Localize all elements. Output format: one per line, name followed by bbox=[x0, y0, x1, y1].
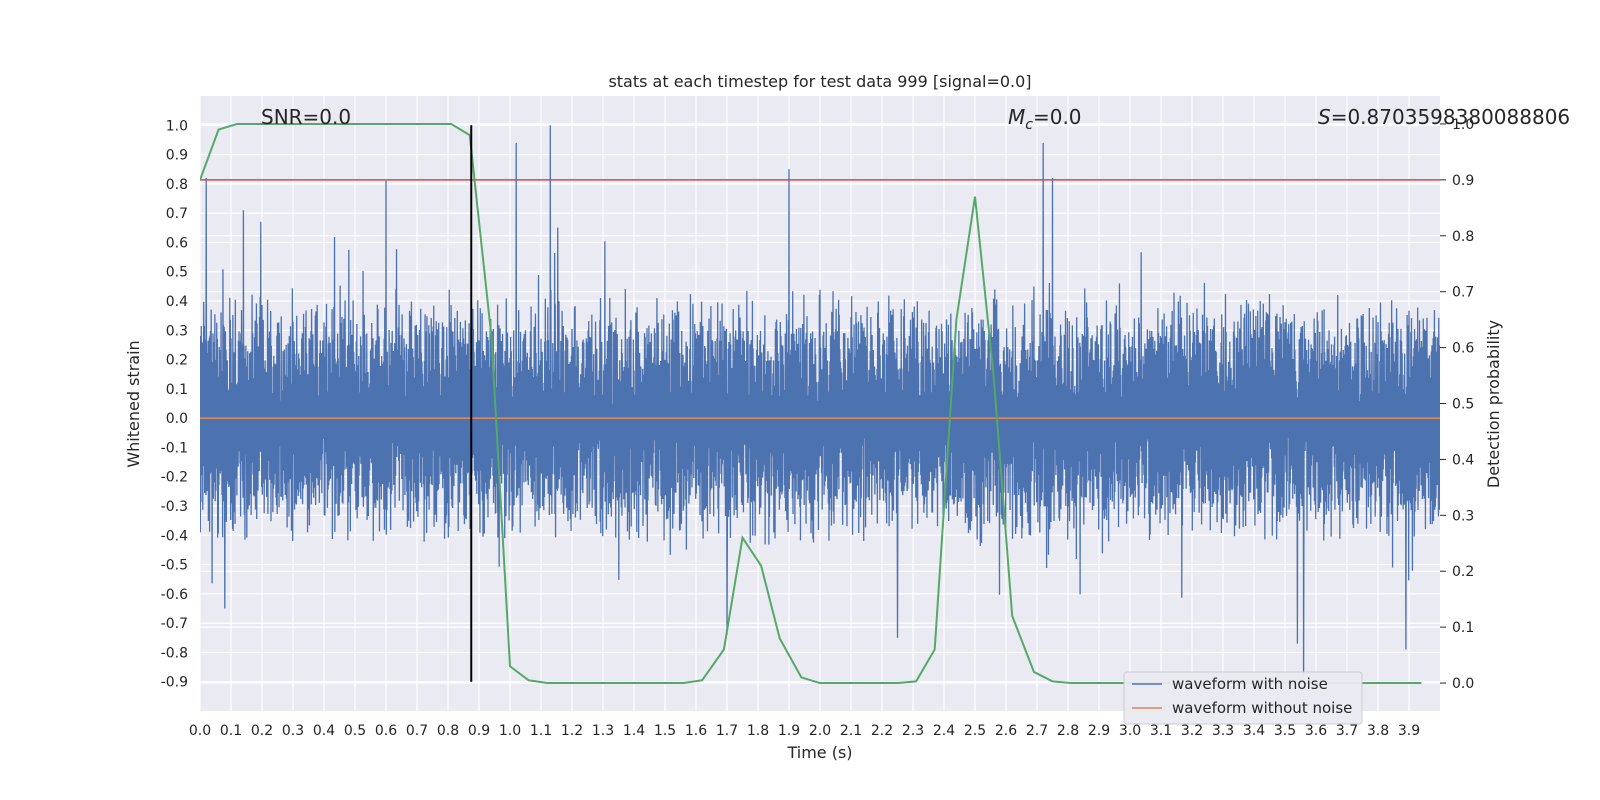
x-tick-label: 2.8 bbox=[1057, 723, 1079, 739]
y-right-tick-label: 0.7 bbox=[1452, 285, 1474, 301]
y-tick-label: 0.1 bbox=[166, 382, 188, 398]
legend-label-waveform-with-noise: waveform with noise bbox=[1172, 675, 1328, 693]
y-right-tick-label: 0.1 bbox=[1452, 620, 1474, 636]
y-tick-label: 0.6 bbox=[166, 235, 188, 251]
x-tick-label: 1.1 bbox=[530, 723, 552, 739]
x-tick-label: 0.4 bbox=[313, 723, 335, 739]
x-tick-label: 2.9 bbox=[1088, 723, 1110, 739]
x-tick-label: 3.3 bbox=[1212, 723, 1234, 739]
x-tick-label: 3.7 bbox=[1336, 723, 1358, 739]
x-tick-label: 3.6 bbox=[1305, 723, 1327, 739]
y-right-tick-label: 0.9 bbox=[1452, 173, 1474, 189]
x-tick-label: 0.8 bbox=[437, 723, 459, 739]
x-tick-label: 3.1 bbox=[1150, 723, 1172, 739]
x-tick-label: 1.3 bbox=[592, 723, 614, 739]
y-tick-label: -0.7 bbox=[161, 616, 188, 632]
y-tick-label: -0.1 bbox=[161, 440, 188, 456]
y-right-tick-label: 0.8 bbox=[1452, 229, 1474, 245]
y-tick-label: 0.3 bbox=[166, 323, 188, 339]
x-tick-label: 3.9 bbox=[1398, 723, 1420, 739]
y-tick-label: 0.5 bbox=[166, 265, 188, 281]
y-tick-label: -0.8 bbox=[161, 645, 188, 661]
x-tick-label: 2.7 bbox=[1026, 723, 1048, 739]
x-axis: 0.0 0.1 0.2 0.3 0.4 0.5 0.6 0.7 0.8 0.9 1.0 1.1 1.2 1… bbox=[189, 723, 1420, 739]
mc-value: =0.0 bbox=[1033, 105, 1082, 129]
y-tick-label: 0.4 bbox=[166, 294, 188, 310]
x-tick-label: 1.6 bbox=[685, 723, 707, 739]
y-tick-label: -0.4 bbox=[161, 528, 188, 544]
y-tick-label: 0.0 bbox=[166, 411, 188, 427]
y-right-tick-label: 0.2 bbox=[1452, 564, 1474, 580]
y-tick-label: 1.0 bbox=[166, 118, 188, 134]
mc-annotation: Mc=0.0 bbox=[1008, 105, 1082, 133]
x-tick-label: 3.5 bbox=[1274, 723, 1296, 739]
x-tick-label: 2.4 bbox=[933, 723, 955, 739]
y-right-tick-label: 1.0 bbox=[1452, 117, 1474, 133]
y-tick-label: -0.5 bbox=[161, 558, 188, 574]
x-tick-label: 3.2 bbox=[1181, 723, 1203, 739]
x-tick-label: 2.0 bbox=[809, 723, 831, 739]
x-tick-label: 2.6 bbox=[995, 723, 1017, 739]
x-axis-label: Time (s) bbox=[786, 743, 852, 762]
x-tick-label: 0.3 bbox=[282, 723, 304, 739]
x-tick-label: 3.0 bbox=[1119, 723, 1141, 739]
y-tick-label: 0.9 bbox=[166, 148, 188, 164]
y-right-tick-label: 0.4 bbox=[1452, 452, 1474, 468]
y-axis-label: Whitened strain bbox=[124, 340, 143, 467]
s-value: =0.8703598380088806 bbox=[1331, 105, 1570, 129]
x-tick-label: 2.3 bbox=[902, 723, 924, 739]
mc-symbol: M bbox=[1008, 105, 1025, 129]
x-tick-label: 0.7 bbox=[406, 723, 428, 739]
y-tick-label: -0.9 bbox=[161, 675, 188, 691]
x-tick-label: 2.2 bbox=[871, 723, 893, 739]
x-tick-label: 1.7 bbox=[716, 723, 738, 739]
y-axis-left: 1.0 0.9 0.8 0.7 0.6 0.5 0.4 0.3 0.2 0.1 0.0 -0.1 -0.… bbox=[161, 118, 188, 690]
x-tick-label: 0.5 bbox=[344, 723, 366, 739]
legend-label-waveform-without-noise: waveform without noise bbox=[1172, 699, 1352, 717]
y-tick-label: -0.6 bbox=[161, 587, 188, 603]
chart-title: stats at each timestep for test data 999… bbox=[608, 72, 1031, 91]
x-tick-label: 0.2 bbox=[251, 723, 273, 739]
x-tick-label: 1.2 bbox=[561, 723, 583, 739]
x-tick-label: 1.4 bbox=[623, 723, 645, 739]
x-tick-label: 1.9 bbox=[778, 723, 800, 739]
legend-box bbox=[1123, 671, 1363, 725]
y-tick-label: 0.2 bbox=[166, 353, 188, 369]
x-tick-label: 2.5 bbox=[964, 723, 986, 739]
x-tick-label: 1.0 bbox=[499, 723, 521, 739]
y-axis-right: 1.0 0.9 0.8 0.7 0.6 0.5 0.4 0.3 0.2 0.1 0.0 bbox=[1440, 117, 1474, 692]
x-tick-label: 0.9 bbox=[468, 723, 490, 739]
x-tick-label: 3.4 bbox=[1243, 723, 1265, 739]
snr-annotation: SNR=0.0 bbox=[261, 105, 351, 129]
s-annotation: S=0.8703598380088806 bbox=[1318, 105, 1570, 129]
x-tick-label: 1.5 bbox=[654, 723, 676, 739]
series-waveform-with-noise bbox=[200, 125, 1440, 676]
y-tick-label: -0.2 bbox=[161, 470, 188, 486]
s-symbol: S bbox=[1318, 105, 1331, 129]
x-tick-label: 2.1 bbox=[840, 723, 862, 739]
x-tick-label: 3.8 bbox=[1367, 723, 1389, 739]
y-tick-label: 0.8 bbox=[166, 177, 188, 193]
x-tick-label: 0.6 bbox=[375, 723, 397, 739]
legend: waveform with noise waveform without noi… bbox=[1123, 671, 1363, 725]
y-tick-label: -0.3 bbox=[161, 499, 188, 515]
y-right-tick-label: 0.5 bbox=[1452, 397, 1474, 413]
y-tick-label: 0.7 bbox=[166, 206, 188, 222]
y-right-tick-label: 0.3 bbox=[1452, 508, 1474, 524]
y-axis-right-label: Detection probability bbox=[1484, 320, 1503, 488]
y-right-tick-label: 0.6 bbox=[1452, 341, 1474, 357]
x-tick-label: 0.1 bbox=[220, 723, 242, 739]
mc-subscript: c bbox=[1025, 117, 1033, 133]
x-tick-label: 1.8 bbox=[747, 723, 769, 739]
x-tick-label: 0.0 bbox=[189, 723, 211, 739]
y-right-tick-label: 0.0 bbox=[1452, 676, 1474, 692]
